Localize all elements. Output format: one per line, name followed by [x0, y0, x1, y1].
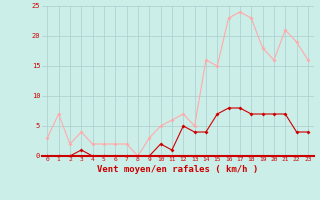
X-axis label: Vent moyen/en rafales ( km/h ): Vent moyen/en rafales ( km/h )	[97, 165, 258, 174]
